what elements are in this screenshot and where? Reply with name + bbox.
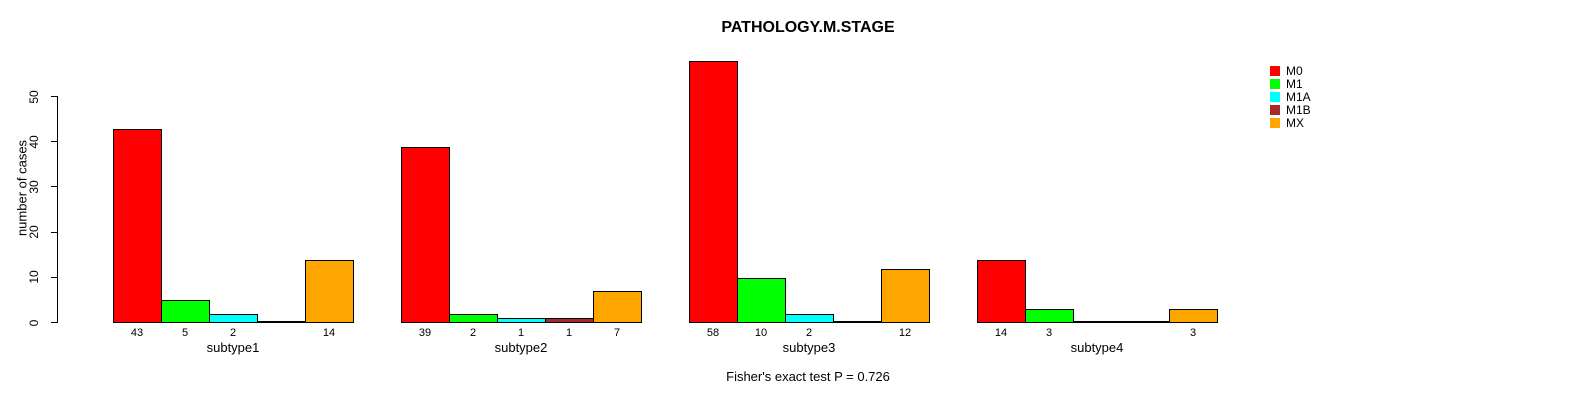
bar-MX-subtype4 (1169, 308, 1218, 323)
legend-swatch-icon (1270, 92, 1280, 102)
annotation-fisher-test: Fisher's exact test P = 0.726 (726, 369, 890, 384)
legend-item-M1: M1 (1270, 77, 1311, 91)
y-axis-tick (51, 276, 58, 278)
y-axis-tick (51, 322, 58, 323)
bar-value-label: 7 (613, 327, 621, 339)
bar-M1B-subtype1 (257, 320, 306, 323)
legend-label: M1B (1286, 103, 1311, 117)
bar-value-label: 3 (1189, 327, 1197, 339)
bar-M1B-subtype4 (1121, 320, 1170, 323)
bar-value-label: 1 (565, 327, 573, 339)
bar-value-label: 2 (469, 327, 477, 339)
bar-M1A-subtype3 (785, 313, 834, 323)
bar-M1A-subtype2 (497, 317, 546, 323)
bar-value-label: 3 (1045, 327, 1053, 339)
bar-value-label: 2 (229, 327, 237, 339)
y-axis-tick-label: 40 (27, 135, 41, 149)
y-axis-line (57, 96, 58, 323)
legend-swatch-icon (1270, 118, 1280, 128)
bar-M0-subtype1 (113, 128, 162, 323)
bar-M1-subtype2 (449, 313, 498, 323)
bar-value-label: 14 (322, 327, 336, 339)
bar-M1A-subtype4 (1073, 320, 1122, 323)
bar-value-label: 58 (706, 327, 720, 339)
legend-swatch-icon (1270, 105, 1280, 115)
y-axis-tick-label: 0 (27, 319, 41, 326)
legend-label: M0 (1286, 64, 1303, 78)
legend-item-M0: M0 (1270, 64, 1311, 78)
bar-value-label: 10 (754, 327, 768, 339)
bar-M0-subtype3 (689, 60, 738, 323)
y-axis-tick-label: 20 (27, 225, 41, 239)
y-axis-tick (51, 141, 58, 143)
bar-M1-subtype4 (1025, 308, 1074, 323)
legend-swatch-icon (1270, 66, 1280, 76)
bar-value-label: 2 (805, 327, 813, 339)
legend-item-M1B: M1B (1270, 103, 1311, 117)
bar-M1-subtype1 (161, 299, 210, 323)
y-axis-tick (51, 231, 58, 233)
bar-value-label: 1 (517, 327, 525, 339)
chart-title: PATHOLOGY.M.STAGE (721, 19, 895, 36)
x-category-label-subtype4: subtype4 (1070, 340, 1124, 355)
legend-label: M1A (1286, 90, 1311, 104)
bar-M0-subtype2 (401, 146, 450, 323)
bar-MX-subtype2 (593, 290, 642, 323)
legend-swatch-icon (1270, 79, 1280, 89)
y-axis-tick (51, 96, 58, 97)
bar-value-label: 39 (418, 327, 432, 339)
bar-M1B-subtype3 (833, 320, 882, 323)
bar-M1B-subtype2 (545, 317, 594, 323)
y-axis-tick-label: 10 (27, 270, 41, 284)
bar-MX-subtype3 (881, 268, 930, 323)
bar-M0-subtype4 (977, 259, 1026, 323)
bar-value-label: 5 (181, 327, 189, 339)
bar-M1-subtype3 (737, 277, 786, 323)
legend-item-M1A: M1A (1270, 90, 1311, 104)
bar-value-label: 43 (130, 327, 144, 339)
bar-value-label: 14 (994, 327, 1008, 339)
bar-value-label: 12 (898, 327, 912, 339)
legend-item-MX: MX (1270, 116, 1311, 130)
y-axis-tick-label: 30 (27, 180, 41, 194)
legend: M0 M1 M1A M1B MX (1270, 64, 1311, 130)
legend-label: M1 (1286, 77, 1303, 91)
y-axis-tick (51, 186, 58, 188)
x-category-label-subtype3: subtype3 (782, 340, 836, 355)
y-axis-tick-label: 50 (27, 89, 41, 104)
bar-M1A-subtype1 (209, 313, 258, 323)
x-category-label-subtype1: subtype1 (206, 340, 260, 355)
bar-MX-subtype1 (305, 259, 354, 323)
legend-label: MX (1286, 116, 1304, 130)
x-category-label-subtype2: subtype2 (494, 340, 548, 355)
